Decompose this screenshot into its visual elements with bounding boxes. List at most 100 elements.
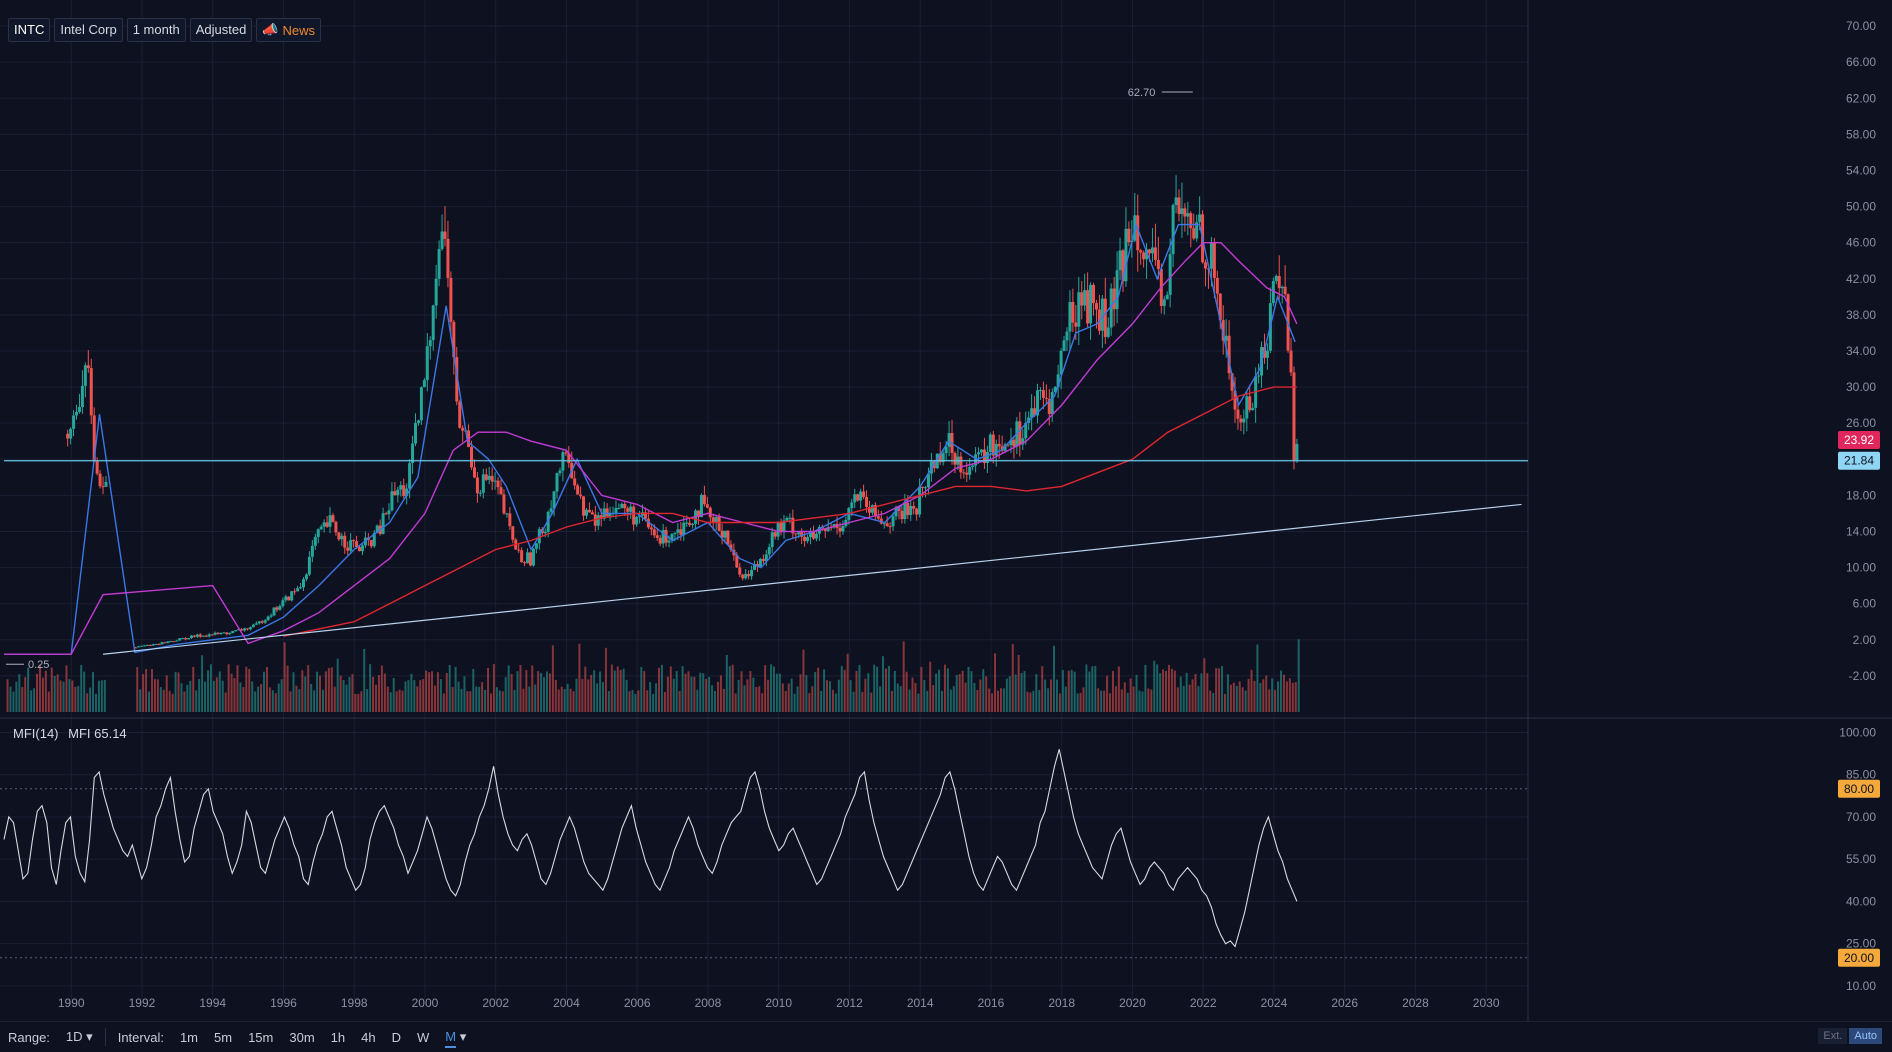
candle-body — [278, 606, 282, 610]
candle-body — [1044, 397, 1048, 399]
volume-bar — [999, 688, 1002, 712]
price-tick-label: 10.00 — [1846, 561, 1876, 575]
volume-bar — [1032, 690, 1035, 712]
candle-body — [906, 502, 910, 515]
candle-body — [923, 487, 927, 489]
volume-bar — [672, 678, 675, 712]
candle-body — [390, 491, 394, 511]
volume-bar — [271, 690, 274, 712]
volume-bar — [749, 670, 752, 712]
candle-body — [546, 511, 550, 532]
candle-body — [316, 529, 320, 537]
candle-body — [1089, 284, 1093, 324]
candle-body — [222, 632, 226, 634]
candle-body — [959, 456, 963, 473]
candle-body — [1100, 298, 1104, 331]
candle-body — [643, 512, 647, 519]
volume-bar — [292, 672, 295, 712]
candle-body — [1289, 350, 1293, 373]
candle-body — [231, 630, 235, 634]
volume-bar — [159, 687, 162, 712]
volume-bar — [83, 671, 86, 712]
candle-body — [210, 634, 214, 636]
interval-m-label: M — [445, 1029, 457, 1048]
volume-bar — [460, 688, 463, 712]
candle-body — [396, 489, 400, 496]
candle-body — [1204, 262, 1208, 269]
volume-bar — [634, 693, 637, 712]
interval-w[interactable]: W — [417, 1029, 430, 1045]
volume-bar — [354, 693, 357, 712]
volume-bar — [1106, 675, 1109, 712]
volume-bar — [864, 678, 867, 712]
volume-bar — [404, 681, 407, 712]
candle-body — [437, 248, 441, 279]
volume-bar — [817, 667, 820, 712]
range-select[interactable]: 1D ▾ — [58, 1029, 101, 1045]
range-value: 1D — [65, 1029, 83, 1044]
volume-bar — [926, 690, 929, 712]
candle-body — [455, 357, 459, 402]
volume-bar — [1297, 639, 1300, 712]
interval-d[interactable]: D — [391, 1029, 401, 1045]
volume-bar — [991, 693, 994, 712]
volume-bar — [80, 664, 83, 712]
price-chart[interactable]: 62.70 0.25 70.00 66.00 62.00 58.00 54.00 50.00 4… — [0, 0, 1892, 1021]
volume-bar — [1221, 666, 1224, 712]
volume-bar — [1120, 689, 1123, 712]
interval-5m[interactable]: 5m — [214, 1029, 233, 1045]
volume-bar — [616, 666, 619, 712]
candle-body — [470, 447, 474, 468]
candle-body — [184, 638, 188, 640]
volume-bar — [1055, 679, 1058, 712]
volume-bar — [1182, 685, 1185, 712]
volume-bar — [289, 691, 292, 712]
candle-body — [661, 529, 665, 544]
volume-bar — [1067, 670, 1070, 712]
volume-bar — [610, 664, 613, 712]
candle-body — [1192, 228, 1196, 239]
interval-m[interactable]: M ▾ — [437, 1029, 474, 1048]
time-tick-label: 2022 — [1190, 996, 1217, 1010]
volume-bar — [846, 653, 849, 712]
candle-body — [301, 579, 305, 588]
candle-body — [791, 517, 795, 534]
interval-30m[interactable]: 30m — [289, 1029, 315, 1045]
volume-bar — [204, 681, 207, 712]
adjusted-chip[interactable]: Adjusted — [189, 18, 253, 42]
candle-body — [284, 596, 288, 601]
volume-bar — [681, 666, 684, 712]
time-tick-label: 2026 — [1331, 996, 1358, 1010]
interval-1m[interactable]: 1m — [179, 1029, 199, 1045]
volume-bar — [1162, 669, 1165, 712]
auto-toggle[interactable]: Auto — [1849, 1028, 1882, 1044]
volume-bar — [439, 679, 442, 712]
volume-bar — [1167, 664, 1170, 712]
volume-bar — [917, 693, 920, 712]
ext-toggle[interactable]: Ext. — [1818, 1028, 1848, 1044]
volume-bar — [879, 686, 882, 712]
candle-body — [192, 635, 196, 637]
candle-body — [1271, 281, 1275, 304]
interval-4h[interactable]: 4h — [361, 1029, 376, 1045]
volume-bar — [15, 681, 18, 712]
candle-body — [505, 513, 509, 515]
mfi-tick-label: 10.00 — [1846, 979, 1876, 993]
time-tick-label: 2004 — [553, 996, 580, 1010]
mfi-lower-tag: 20.00 — [1838, 948, 1880, 967]
candle-body — [145, 645, 149, 647]
candle-body — [340, 535, 344, 540]
candle-body — [1106, 327, 1110, 337]
volume-bar — [286, 665, 289, 712]
volume-bar — [525, 670, 528, 712]
symbol-chip[interactable]: INTC — [8, 18, 51, 42]
volume-bar — [451, 687, 454, 712]
interval-15m[interactable]: 15m — [248, 1029, 274, 1045]
mfi-upper-tag-bg — [1838, 779, 1880, 798]
volume-bar — [814, 671, 817, 712]
volume-bar — [357, 693, 360, 712]
candle-body — [708, 507, 712, 518]
interval-1h[interactable]: 1h — [330, 1029, 346, 1045]
news-button[interactable]: 📣 News — [256, 18, 321, 42]
period-chip[interactable]: 1 month — [126, 18, 186, 42]
